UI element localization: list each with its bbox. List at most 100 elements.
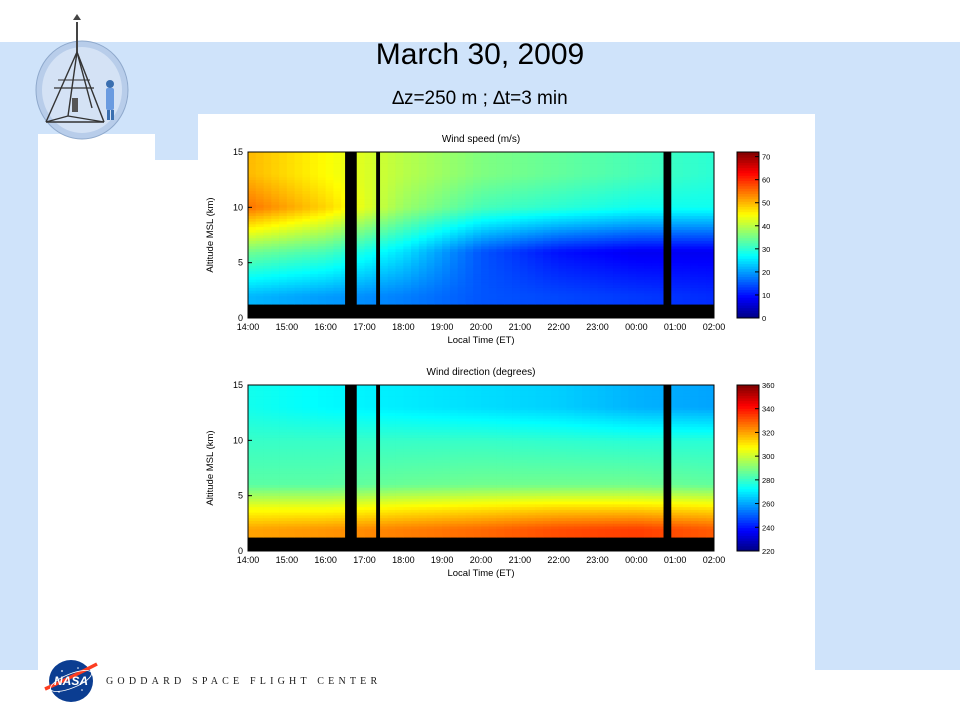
heatmap-cell	[698, 226, 707, 230]
heatmap-cell	[543, 210, 552, 214]
heatmap-cell	[473, 157, 482, 161]
heatmap-cell	[706, 237, 715, 241]
heatmap-cell	[574, 284, 583, 288]
heatmap-cell	[481, 210, 490, 214]
heatmap-cell	[620, 179, 629, 183]
heatmap-cell	[325, 251, 334, 255]
heatmap-cell	[387, 248, 396, 252]
heatmap-cell	[418, 279, 428, 283]
heatmap-cell	[248, 415, 257, 419]
heatmap-cell	[294, 420, 303, 425]
heatmap-cell	[457, 232, 466, 236]
heatmap-cell	[636, 243, 645, 247]
heatmap-cell	[488, 235, 497, 239]
heatmap-cell	[263, 412, 272, 416]
heatmap-cell	[558, 160, 567, 164]
heatmap-cell	[457, 385, 466, 389]
heatmap-cell	[387, 451, 396, 455]
heatmap-cell	[527, 248, 536, 252]
heatmap-cell	[248, 465, 257, 469]
heatmap-cell	[271, 506, 280, 510]
heatmap-cell	[465, 282, 474, 286]
heatmap-cell	[636, 237, 645, 241]
heatmap-cell	[317, 287, 327, 291]
heatmap-cell	[418, 465, 428, 469]
heatmap-cell	[418, 506, 428, 510]
heatmap-cell	[294, 509, 303, 513]
heatmap-cell	[426, 426, 435, 430]
heatmap-cell	[286, 481, 295, 485]
heatmap-cell	[473, 257, 482, 261]
heatmap-cell	[481, 259, 490, 264]
heatmap-cell	[519, 246, 528, 250]
heatmap-cell	[426, 157, 435, 161]
heatmap-cell	[636, 298, 645, 302]
heatmap-cell	[449, 404, 459, 408]
heatmap-cell	[550, 179, 560, 183]
heatmap-cell	[620, 243, 629, 247]
slide-subtitle: ∆z=250 m ; ∆t=3 min	[392, 88, 568, 109]
heatmap-cell	[628, 187, 637, 192]
heatmap-cell	[364, 484, 373, 488]
heatmap-cell	[403, 254, 412, 258]
heatmap-cell	[310, 418, 319, 422]
heatmap-cell	[294, 396, 303, 400]
heatmap-cell	[325, 498, 334, 502]
heatmap-cell	[605, 210, 614, 214]
heatmap-cell	[317, 174, 327, 178]
heatmap-cell	[457, 517, 466, 521]
heatmap-cell	[279, 404, 288, 408]
heatmap-cell	[488, 221, 497, 225]
heatmap-cell	[279, 176, 288, 181]
heatmap-cell	[457, 528, 466, 533]
heatmap-cell	[403, 443, 412, 447]
heatmap-cell	[418, 154, 428, 158]
heatmap-cell	[403, 468, 412, 472]
heatmap-cell	[496, 152, 505, 156]
heatmap-cell	[263, 456, 272, 461]
heatmap-cell	[333, 407, 342, 411]
heatmap-cell	[449, 385, 459, 389]
heatmap-cell	[644, 204, 653, 208]
heatmap-cell	[644, 176, 653, 181]
heatmap-cell	[271, 484, 280, 488]
heatmap-cell	[535, 257, 544, 261]
heatmap-cell	[434, 523, 443, 527]
heatmap-cell	[473, 179, 482, 183]
heatmap-cell	[317, 226, 327, 230]
heatmap-cell	[310, 451, 319, 455]
heatmap-cell	[364, 423, 373, 427]
heatmap-cell	[581, 199, 591, 203]
heatmap-cell	[387, 481, 396, 485]
heatmap-cell	[333, 528, 342, 533]
heatmap-cell	[395, 240, 404, 244]
heatmap-cell	[333, 254, 342, 258]
heatmap-cell	[426, 298, 435, 302]
heatmap-cell	[302, 509, 311, 513]
heatmap-cell	[434, 279, 443, 283]
heatmap-cell	[597, 199, 606, 203]
heatmap-cell	[317, 451, 327, 455]
heatmap-cell	[294, 246, 303, 250]
heatmap-cell	[706, 163, 715, 167]
heatmap-cell	[543, 174, 552, 178]
heatmap-cell	[248, 481, 257, 485]
heatmap-cell	[519, 179, 528, 183]
heatmap-cell	[481, 251, 490, 255]
heatmap-cell	[682, 262, 692, 266]
heatmap-cell	[418, 240, 428, 244]
heatmap-cell	[535, 154, 544, 158]
heatmap-cell	[690, 199, 699, 203]
heatmap-cell	[698, 259, 707, 264]
heatmap-cell	[527, 179, 536, 183]
heatmap-cell	[279, 207, 288, 211]
heatmap-cell	[310, 401, 319, 405]
heatmap-cell	[395, 517, 404, 521]
heatmap-cell	[535, 232, 544, 236]
heatmap-cell	[589, 259, 598, 264]
heatmap-cell	[380, 270, 389, 275]
heatmap-cell	[263, 515, 272, 519]
heatmap-cell	[387, 204, 396, 208]
